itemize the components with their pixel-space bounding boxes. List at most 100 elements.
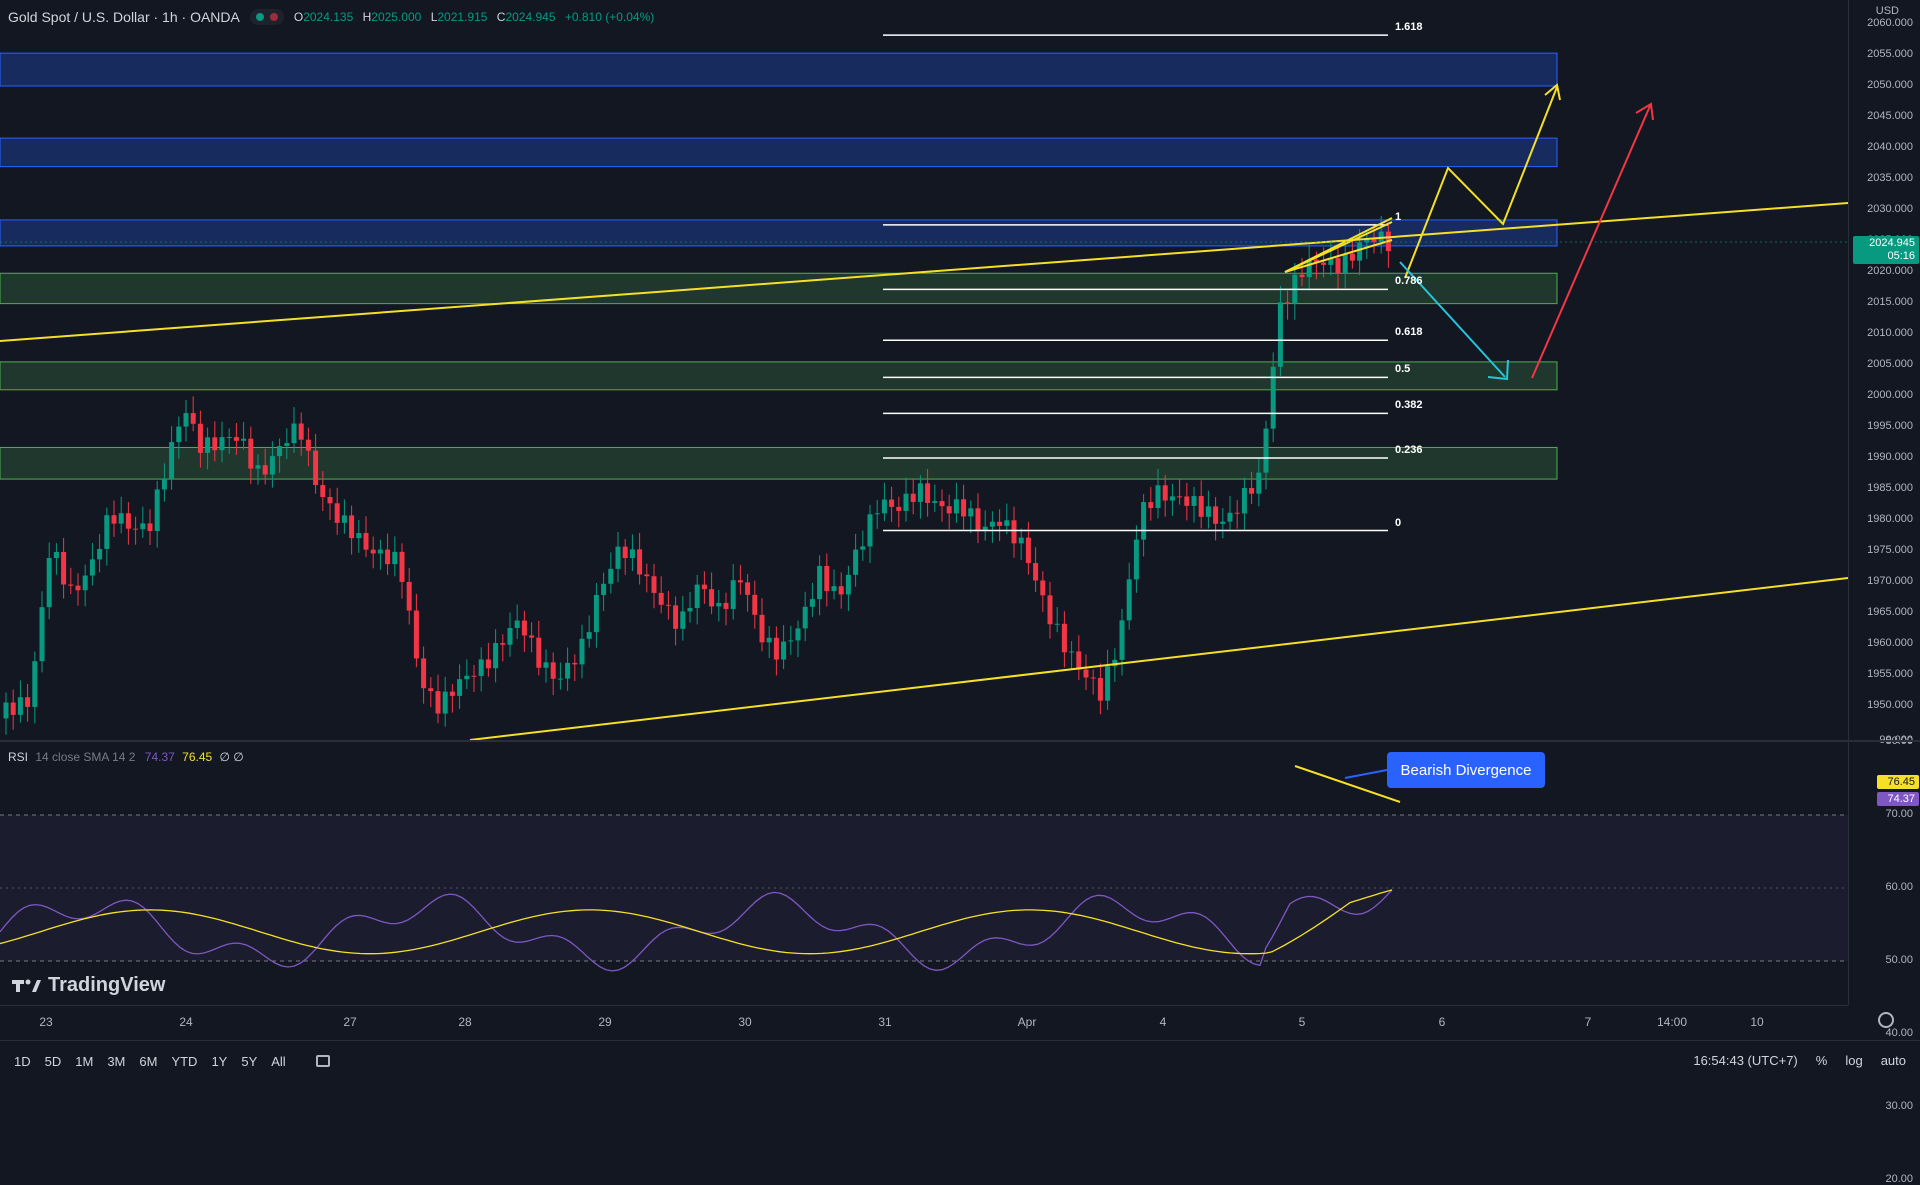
candle-body [406,581,412,611]
timeframe-all[interactable]: All [271,1053,286,1069]
candle-body [442,691,448,714]
candle-body [1285,302,1291,304]
rsi-tick: 50.00 [1885,954,1913,966]
candle-body [61,551,67,585]
timeframe-3m[interactable]: 3M [107,1053,126,1069]
candle-body [1241,488,1247,514]
candle-body [975,508,981,531]
candle-body [413,610,419,659]
price-tick: 2055.000 [1867,48,1913,60]
price-axis[interactable]: USD 2060.000 2055.000 2050.000 2045.000 2040… [1848,0,1920,1185]
candle-body [586,632,592,639]
candle-body [1234,512,1240,514]
date-tick: 4 [1159,1015,1167,1029]
candle-body [644,574,650,577]
candle-body [910,493,916,502]
price-tick: 1955.000 [1867,668,1913,680]
candle-body [572,662,578,665]
candle-body [622,546,628,559]
candle-body [557,678,563,680]
candle-body [255,465,261,469]
candle-body [1184,496,1190,506]
candle-body [629,549,635,559]
candle-body [752,594,758,615]
timeframe-1d[interactable]: 1D [14,1053,31,1069]
candle-body [1220,521,1226,524]
candle-body [1097,677,1103,701]
percent-toggle[interactable]: % [1815,1053,1828,1068]
candle-body [867,514,873,547]
date-tick: 30 [738,1015,752,1029]
candle-body [1256,472,1262,494]
candle-body [795,628,801,641]
candle-body [3,702,9,719]
symbol-title[interactable]: Gold Spot / U.S. Dollar · 1h · OANDA [8,9,240,25]
candle-body [1112,659,1118,667]
candle-body [298,423,304,440]
rsi-sma-tag: 76.45 [1877,775,1919,789]
candle-body [133,528,139,530]
date-tick: 28 [458,1015,472,1029]
currency-label[interactable]: USD [1875,5,1899,17]
fibonacci-retracement [883,34,1388,532]
clock[interactable]: 16:54:43 (UTC+7) [1693,1053,1798,1068]
timeframe-1y[interactable]: 1Y [211,1053,228,1069]
lower-trendline [469,577,1848,740]
candle-body [1371,239,1377,242]
bearish-divergence-callout[interactable]: Bearish Divergence [1387,752,1545,788]
candle-body [1328,258,1334,265]
price-change: +0.810 (+0.04%) [564,10,655,24]
market-open-icon [255,13,264,21]
rsi-legend[interactable]: RSI 14 close SMA 14 2 74.37 76.45 ∅ ∅ [8,750,244,764]
candle-body [1105,666,1111,701]
rsi-tick: 30.00 [1885,1100,1913,1112]
timeframe-ytd[interactable]: YTD [171,1053,198,1069]
price-tick: 1970.000 [1867,575,1913,587]
candle-body [673,605,679,629]
candle-body [579,638,585,665]
timeframe-5d[interactable]: 5D [44,1053,62,1069]
candle-body [838,586,844,595]
candle-body [176,426,182,443]
last-price-tag: 2024.945 05:16 [1853,236,1919,264]
tradingview-logo[interactable]: TradingView [12,974,165,997]
candle-body [68,584,74,586]
timeframe-1m[interactable]: 1M [75,1053,94,1069]
candle-body [421,658,427,689]
candle-body [493,643,499,669]
candle-body [896,506,902,511]
candle-body [1018,537,1024,544]
candle-body [1004,520,1010,526]
price-tick: 2030.000 [1867,203,1913,215]
fib-label-7: 0 [1395,516,1402,529]
log-toggle[interactable]: log [1845,1053,1863,1068]
candle-body [1011,520,1017,544]
settings-gear-icon[interactable] [1878,1012,1894,1028]
auto-toggle[interactable]: auto [1880,1053,1906,1068]
timeframe-6m[interactable]: 6M [139,1053,158,1069]
price-tick: 1965.000 [1867,606,1913,618]
candle-body [817,565,823,600]
date-range-icon[interactable] [315,1055,330,1067]
status-indicators[interactable] [249,9,284,25]
time-axis[interactable]: 23 24 27 28 29 30 31 Apr 4 5 6 7 14:00 10 [0,1005,1848,1040]
candle-body [615,546,621,569]
candle-body [500,643,506,645]
price-chart[interactable] [0,0,1848,740]
candle-body [709,589,715,607]
candle-body [953,499,959,514]
candle-body [370,549,376,554]
candle-body [1191,496,1197,506]
rsi-sma-line [0,889,1393,955]
candle-body [313,450,319,486]
candle-body [392,551,398,565]
timeframe-5y[interactable]: 5Y [241,1053,258,1069]
candle-body [140,523,146,530]
candle-body [1299,274,1305,278]
candle-body [399,551,405,582]
tradingview-icon [12,979,41,992]
pane-divider[interactable] [0,740,1920,742]
rsi-pane[interactable] [0,742,1848,1002]
support-zone-3 [0,272,1558,305]
candle-body [205,437,211,453]
